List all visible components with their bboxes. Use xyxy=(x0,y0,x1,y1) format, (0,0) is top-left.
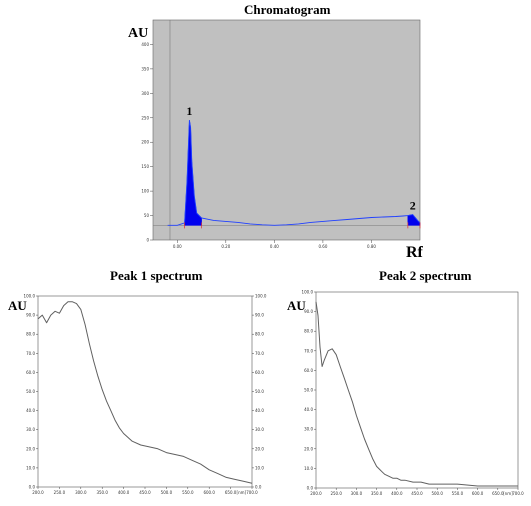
peak1-spectrum-right-y-tick-label: 60.0 xyxy=(255,370,264,375)
peak2-spectrum-title: Peak 2 spectrum xyxy=(379,268,472,283)
peak2-spectrum-x-tick-label: 600.0 xyxy=(472,491,484,496)
chromatogram-y-tick-label: 350 xyxy=(141,66,149,71)
chromatogram-y-tick-label: 200 xyxy=(141,140,149,145)
peak1-spectrum-right-y-tick-label: 30.0 xyxy=(255,427,264,432)
peak1-spectrum-right-y-tick-label: 50.0 xyxy=(255,389,264,394)
peak2-spectrum-y-tick-label: 0.0 xyxy=(307,486,314,491)
chromatogram-y-tick-label: 150 xyxy=(141,164,149,169)
peak2-spectrum-y-tick-label: 20.0 xyxy=(304,446,313,451)
peak2-spectrum-x-tick-label: 550.0 xyxy=(452,491,464,496)
peak2-spectrum-x-tick-label: 200.0 xyxy=(310,491,322,496)
peak2-spectrum-y-tick-label: 10.0 xyxy=(304,466,313,471)
peak1-spectrum-right-y-tick-label: 10.0 xyxy=(255,465,264,470)
peak2-spectrum-x-tick-label: 250.0 xyxy=(330,491,342,496)
peak2-y-axis-label: AU xyxy=(287,298,306,313)
peak1-spectrum-y-tick-label: 30.0 xyxy=(26,427,35,432)
peak2-spectrum-x-tick-label: 650.0 xyxy=(492,491,504,496)
peak1-spectrum-x-tick-label: 200.0 xyxy=(32,490,44,495)
chromatogram-y-tick-label: 250 xyxy=(141,115,149,120)
peak1-spectrum-y-tick-label: 90.0 xyxy=(26,313,35,318)
peak1-spectrum-right-y-tick-label: 40.0 xyxy=(255,408,264,413)
peak1-spectrum-x-tick-label: 700.0 xyxy=(246,490,258,495)
peak2-spectrum-x-tick-label: 500.0 xyxy=(431,491,443,496)
peak1-spectrum-y-tick-label: 50.0 xyxy=(26,389,35,394)
peak2-spectrum-y-tick-label: 90.0 xyxy=(304,309,313,314)
peak2-spectrum-x-tick-label: 450.0 xyxy=(411,491,423,496)
peak1-spectrum-y-tick-label: 40.0 xyxy=(26,408,35,413)
peak2-spectrum-y-tick-label: 70.0 xyxy=(304,348,313,353)
chromatogram-plot-area xyxy=(152,19,421,241)
peak1-spectrum-x-unit-label: [nm] xyxy=(237,490,247,495)
peak-1-label: 1 xyxy=(186,104,192,118)
peak2-spectrum-x-tick-label: 300.0 xyxy=(351,491,363,496)
peak1-spectrum-line xyxy=(37,301,253,484)
chromatogram-title: Chromatogram xyxy=(244,2,331,17)
chromatogram-x-tick-label: 0.20 xyxy=(221,244,230,249)
chromatogram-x-tick-label: 0.60 xyxy=(318,244,327,249)
peak1-spectrum-x-tick-label: 650.0 xyxy=(225,490,237,495)
peak1-spectrum-y-tick-label: 60.0 xyxy=(26,370,35,375)
peak1-spectrum-y-tick-label: 70.0 xyxy=(26,351,35,356)
peak1-spectrum-x-tick-label: 550.0 xyxy=(182,490,194,495)
peak1-spectrum-x-tick-label: 500.0 xyxy=(161,490,173,495)
chromatogram-y-tick-label: 0 xyxy=(146,238,149,243)
peak2-spectrum-y-tick-label: 100.0 xyxy=(302,290,314,295)
peak1-spectrum-x-tick-label: 400.0 xyxy=(118,490,130,495)
chromatogram-y-tick-label: 400 xyxy=(141,42,149,47)
chromatogram-y-tick-label: 50 xyxy=(144,213,150,218)
peak1-y-axis-label: AU xyxy=(8,298,27,313)
peak2-spectrum-y-tick-label: 80.0 xyxy=(304,329,313,334)
peak2-spectrum-y-tick-label: 50.0 xyxy=(304,388,313,393)
peak1-spectrum-right-y-tick-label: 70.0 xyxy=(255,351,264,356)
peak1-spectrum-y-tick-label: 10.0 xyxy=(26,465,35,470)
peak1-spectrum-right-y-tick-label: 90.0 xyxy=(255,313,264,318)
peak2-spectrum-x-tick-label: 400.0 xyxy=(391,491,403,496)
peak1-spectrum-y-tick-label: 0.0 xyxy=(29,485,36,490)
chromatogram-y-tick-label: 300 xyxy=(141,91,149,96)
peak2-spectrum-y-tick-label: 40.0 xyxy=(304,407,313,412)
chromatogram-x-tick-label: 0.00 xyxy=(173,244,182,249)
peak1-spectrum-x-tick-label: 600.0 xyxy=(203,490,215,495)
peak1-spectrum-y-tick-label: 100.0 xyxy=(24,294,36,299)
peak1-spectrum-x-tick-label: 250.0 xyxy=(54,490,66,495)
peak2-spectrum-line xyxy=(315,301,518,487)
chromatogram-y-axis-label: AU xyxy=(128,26,149,41)
chromatogram-x-axis-label: Rf xyxy=(406,244,423,261)
peak1-spectrum-right-y-tick-label: 100.0 xyxy=(255,294,267,299)
chromatogram-trace xyxy=(167,120,421,226)
peak1-spectrum-x-tick-label: 300.0 xyxy=(75,490,87,495)
peak1-spectrum-plot-area xyxy=(37,295,253,488)
chromatogram-y-tick-label: 100 xyxy=(141,189,149,194)
peak2-spectrum-x-tick-label: 350.0 xyxy=(371,491,383,496)
peak2-spectrum-x-tick-label: 700.0 xyxy=(512,491,524,496)
chromatogram-x-tick-label: 0.80 xyxy=(367,244,376,249)
peak1-spectrum-title: Peak 1 spectrum xyxy=(110,268,203,283)
peak1-spectrum-y-tick-label: 20.0 xyxy=(26,446,35,451)
peak1-spectrum-y-tick-label: 80.0 xyxy=(26,332,35,337)
peak2-spectrum-y-tick-label: 30.0 xyxy=(304,427,313,432)
peak1-spectrum-right-y-tick-label: 20.0 xyxy=(255,446,264,451)
peak1-spectrum-x-tick-label: 450.0 xyxy=(139,490,151,495)
peak1-spectrum-x-tick-label: 350.0 xyxy=(96,490,108,495)
peak1-spectrum-right-y-tick-label: 80.0 xyxy=(255,332,264,337)
peak2-spectrum-x-unit-label: [nm] xyxy=(503,491,513,496)
peak1-spectrum-right-y-tick-label: 0.0 xyxy=(255,485,262,490)
peak-2-label: 2 xyxy=(410,199,416,213)
chromatogram-x-tick-label: 0.40 xyxy=(270,244,279,249)
peak2-spectrum-plot-area xyxy=(315,291,519,489)
peak2-spectrum-y-tick-label: 60.0 xyxy=(304,368,313,373)
